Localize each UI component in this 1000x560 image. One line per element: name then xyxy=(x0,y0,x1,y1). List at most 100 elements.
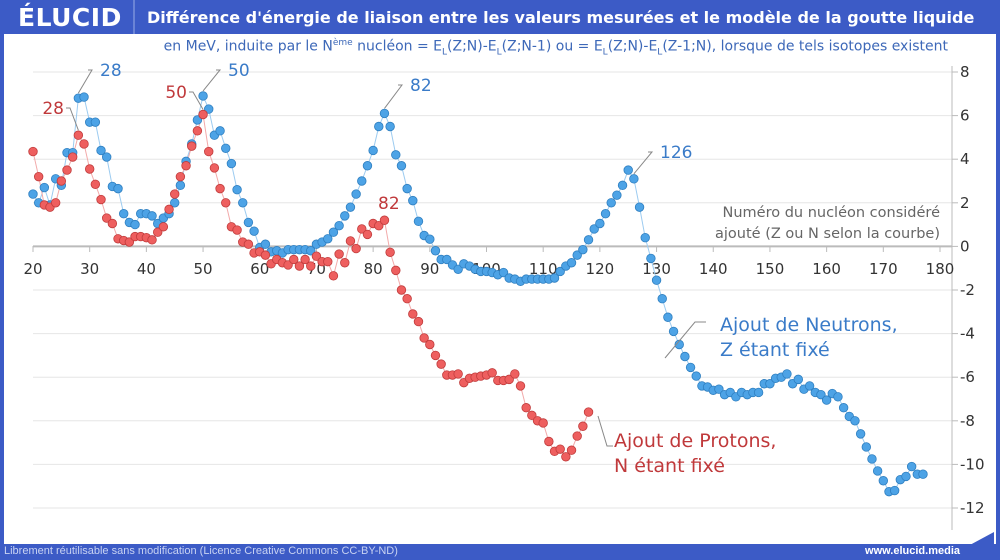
neutron-data-point xyxy=(816,389,826,400)
neutron-data-point xyxy=(889,485,900,496)
neutron-data-point xyxy=(113,183,123,194)
neutron-data-point xyxy=(668,326,679,337)
neutron-data-point xyxy=(442,254,452,265)
neutron-data-point xyxy=(612,190,622,200)
annotation-leader-line xyxy=(384,84,403,109)
neutron-data-point xyxy=(878,476,889,486)
series-points xyxy=(28,91,928,497)
proton-data-point xyxy=(408,309,418,319)
neutron-data-point xyxy=(408,195,418,206)
neutron-data-point xyxy=(198,91,208,101)
proton-data-point xyxy=(170,189,180,199)
tick-labels: 86420-2-4-6-8-10-12203040506070809010011… xyxy=(23,63,984,517)
proton-data-point xyxy=(323,256,333,267)
neutron-data-point xyxy=(362,161,373,171)
proton-data-point xyxy=(538,418,548,428)
proton-data-point xyxy=(221,198,231,208)
x-tick-label: 130 xyxy=(642,260,671,278)
annotation-leader-line xyxy=(202,69,222,92)
neutron-data-point xyxy=(391,150,401,160)
proton-data-point xyxy=(289,254,299,265)
neutron-data-point xyxy=(595,218,605,229)
magic-number-label: 50 xyxy=(228,61,250,81)
neutron-data-point xyxy=(600,208,611,219)
neutron-data-point xyxy=(753,387,764,398)
neutron-data-point xyxy=(101,152,112,162)
proton-data-point xyxy=(204,146,214,157)
neutron-data-point xyxy=(793,374,803,385)
proton-data-point xyxy=(67,152,78,162)
proton-data-point xyxy=(351,243,361,254)
footer-bar: Librement réutilisable sans modification… xyxy=(0,544,1000,560)
proton-data-point xyxy=(306,261,316,271)
neutron-data-point xyxy=(249,226,259,236)
neutron-data-point xyxy=(623,165,633,175)
neutron-data-point xyxy=(901,471,911,482)
neutron-data-point xyxy=(663,312,673,322)
annotations: 28 50 82 126 Ajout de Neutrons, Z étant fixé 2… xyxy=(42,61,897,477)
neutron-data-point xyxy=(804,381,815,391)
x-tick-label: 80 xyxy=(364,260,383,278)
magic-number-label: 82 xyxy=(410,76,432,96)
proton-data-point xyxy=(175,171,186,182)
x-axis-label: ajouté (Z ou N selon la courbe) xyxy=(715,226,940,242)
neutron-data-point xyxy=(425,234,435,244)
neutron-data-point xyxy=(906,461,917,472)
neutron-data-point xyxy=(617,180,628,191)
neutron-data-point xyxy=(379,108,390,119)
proton-data-point xyxy=(402,294,412,304)
x-tick-label: 30 xyxy=(80,260,99,278)
neutron-data-point xyxy=(861,442,872,452)
proton-data-point xyxy=(453,369,463,379)
website-link[interactable]: www.elucid.media xyxy=(865,545,960,557)
neutron-data-point xyxy=(357,176,367,186)
neutron-data-point xyxy=(833,392,843,402)
proton-data-point xyxy=(107,218,118,229)
proton-data-point xyxy=(73,130,84,140)
neutron-data-point xyxy=(79,92,89,102)
neutron-data-point xyxy=(175,180,186,191)
x-tick-label: 150 xyxy=(756,260,785,278)
proton-data-point xyxy=(232,225,242,235)
x-tick-label: 90 xyxy=(420,260,439,278)
proton-data-point xyxy=(510,369,520,379)
proton-data-point xyxy=(419,333,429,343)
proton-data-point xyxy=(345,236,356,246)
neutron-data-point xyxy=(334,220,344,231)
neutron-data-point xyxy=(96,145,106,156)
proton-data-point xyxy=(544,436,554,447)
proton-data-point xyxy=(124,237,135,247)
y-tick-label: -8 xyxy=(960,412,975,430)
proton-data-point xyxy=(504,374,514,385)
proton-data-point xyxy=(283,260,293,270)
series-label: Ajout de Protons, xyxy=(614,430,776,452)
neutron-data-point xyxy=(606,198,616,208)
proton-data-point xyxy=(425,339,435,350)
proton-data-point xyxy=(33,171,44,182)
proton-data-point xyxy=(362,229,373,240)
proton-data-point xyxy=(294,261,305,271)
proton-data-point xyxy=(209,163,220,173)
neutron-data-point xyxy=(640,232,650,243)
proton-data-point xyxy=(187,141,197,151)
neutron-data-point xyxy=(90,117,101,127)
neutron-data-point xyxy=(215,126,225,136)
proton-data-point xyxy=(96,194,106,205)
proton-data-point xyxy=(436,359,446,369)
annotation-leader-line xyxy=(189,91,204,110)
neutron-data-point xyxy=(549,273,560,283)
proton-data-point xyxy=(300,254,310,265)
proton-data-point xyxy=(334,249,344,259)
x-tick-label: 140 xyxy=(699,260,728,278)
neutron-data-point xyxy=(351,189,361,199)
neutron-series-line xyxy=(32,94,923,493)
proton-data-point xyxy=(158,222,169,232)
neutron-data-point xyxy=(691,371,701,381)
magic-number-label: 82 xyxy=(378,194,400,214)
proton-data-point xyxy=(578,421,588,431)
proton-data-point xyxy=(430,350,441,361)
x-tick-label: 110 xyxy=(529,260,558,278)
y-tick-label: -10 xyxy=(960,455,985,473)
y-tick-label: 2 xyxy=(960,194,970,212)
